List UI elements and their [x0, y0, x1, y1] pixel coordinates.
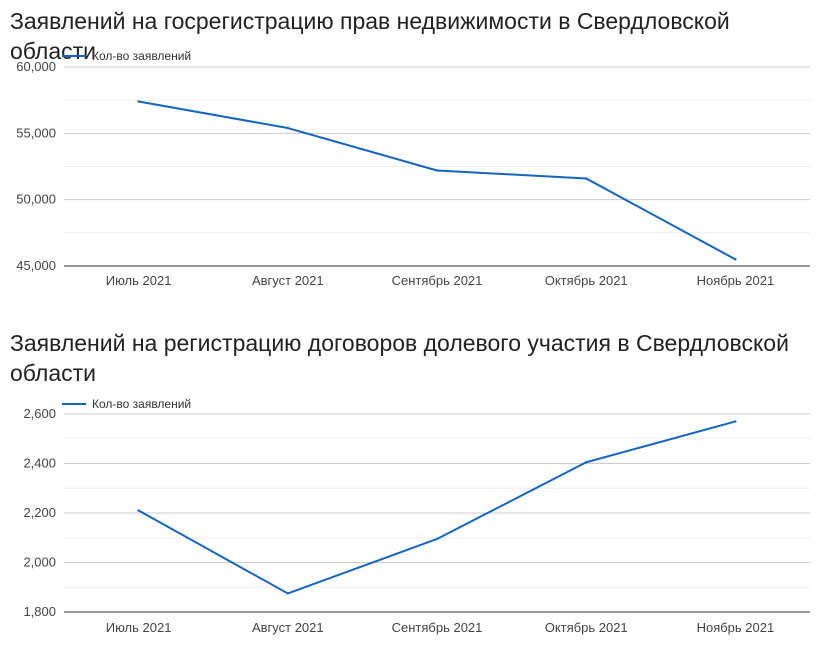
data-point — [734, 258, 737, 261]
y-tick-label: 2,400 — [23, 456, 56, 471]
x-tick-label: Октябрь 2021 — [545, 620, 628, 635]
y-tick-label: 55,000 — [16, 125, 56, 140]
y-tick-label: 2,600 — [23, 406, 56, 421]
y-tick-label: 50,000 — [16, 192, 56, 207]
x-tick-label: Август 2021 — [252, 620, 324, 635]
line-chart: 1,800 2,000 2,200 2,400 2,600 Июль 2021 Август… — [23, 397, 810, 635]
chart-block: Заявлений на регистрацию договоров долев… — [0, 322, 822, 648]
x-tick-label: Август 2021 — [252, 273, 324, 288]
series-line — [138, 420, 736, 595]
data-point — [435, 537, 439, 541]
data-point — [137, 100, 140, 103]
legend-label: Кол-во заявлений — [92, 49, 191, 63]
data-point — [435, 169, 439, 172]
legend-label: Кол-во заявлений — [92, 397, 191, 411]
y-tick-label: 2,000 — [23, 555, 56, 570]
series-line — [138, 100, 736, 261]
data-point — [286, 126, 289, 130]
x-tick-label: Сентябрь 2021 — [392, 620, 483, 635]
data-point — [734, 420, 737, 423]
y-tick-label: 45,000 — [16, 258, 56, 273]
x-tick-label: Июль 2021 — [106, 273, 172, 288]
chart-block: Заявлений на госрегистрацию прав недвижи… — [0, 0, 822, 300]
x-tick-label: Ноябрь 2021 — [697, 273, 775, 288]
y-tick-label: 60,000 — [16, 59, 56, 74]
data-point — [585, 177, 588, 180]
x-tick-label: Ноябрь 2021 — [697, 620, 775, 635]
chart-title: Заявлений на регистрацию договоров долев… — [10, 330, 789, 386]
x-tick-label: Июль 2021 — [106, 620, 172, 635]
y-tick-label: 1,800 — [23, 604, 56, 619]
chart-title: Заявлений на госрегистрацию прав недвижи… — [10, 8, 730, 64]
data-point — [137, 509, 140, 512]
data-point — [286, 592, 289, 595]
x-tick-label: Октябрь 2021 — [545, 273, 628, 288]
y-tick-label: 2,200 — [23, 505, 56, 520]
data-point — [585, 461, 588, 464]
line-chart: 45,000 50,000 55,000 60,000 Июль 2021 Август … — [16, 49, 810, 288]
x-tick-label: Сентябрь 2021 — [392, 273, 483, 288]
